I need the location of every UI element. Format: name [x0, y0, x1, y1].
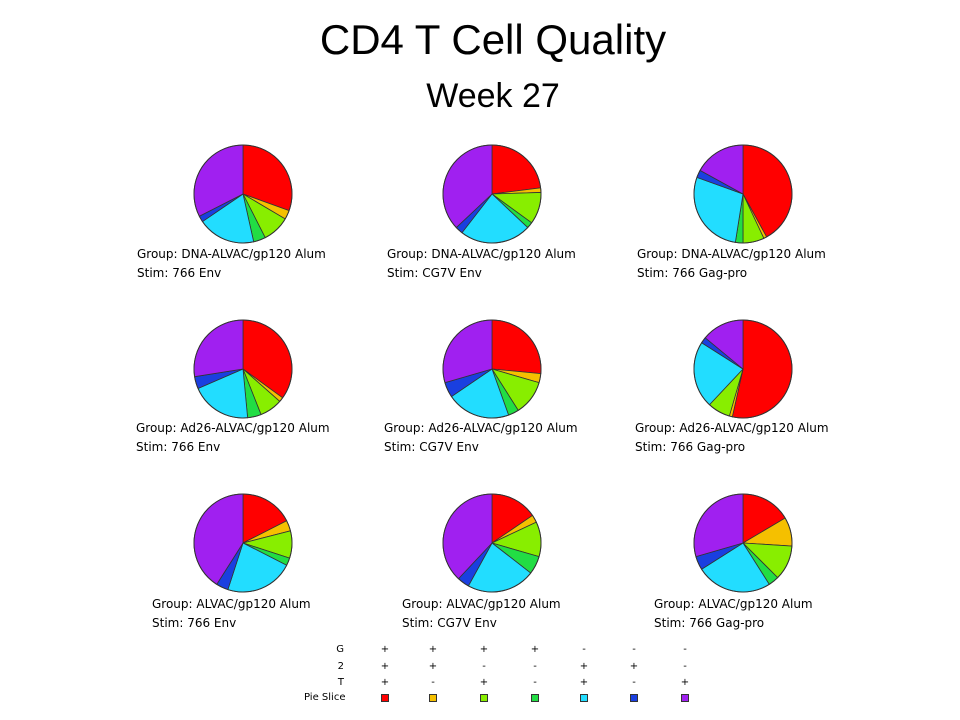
legend-t-col-2: - [431, 677, 435, 688]
legend-t-col-5: + [579, 677, 589, 688]
pie-2 [442, 144, 542, 244]
legend-il2-col-7: - [683, 661, 687, 672]
pie-6-outline [693, 319, 793, 419]
legend-t-col-3: + [479, 677, 489, 688]
pie-3-stim-label: Stim: 766 Gag-pro [637, 266, 748, 280]
pie-6-group-label: Group: Ad26-ALVAC/gp120 Alum [635, 421, 829, 435]
pie-2-slice-1 [491, 144, 542, 195]
legend-il2-col-6: + [629, 661, 639, 672]
pie-7-outline [193, 493, 293, 593]
legend-swatch-7 [681, 694, 689, 702]
pie-3-group-label: Group: DNA-ALVAC/gp120 Alum [637, 247, 826, 261]
legend-swatch-4 [531, 694, 539, 702]
legend-g-col-6: - [632, 644, 636, 655]
pie-4-stim-label: Stim: 766 Env [136, 440, 221, 454]
legend-il2-col-2: + [428, 661, 438, 672]
chart-title: CD4 T Cell Quality [319, 16, 667, 63]
pie-7-stim-label: Stim: 766 Env [152, 616, 237, 630]
legend-g-col-3: + [479, 644, 489, 655]
pie-6 [693, 319, 793, 419]
legend-row-label-3: T [337, 677, 344, 688]
legend-il2-col-5: + [579, 661, 589, 672]
legend-g-col-7: - [683, 644, 687, 655]
legend-t-col-1: + [380, 677, 390, 688]
pie-1 [193, 144, 293, 244]
pie-7-group-label: Group: ALVAC/gp120 Alum [152, 597, 311, 611]
legend-swatch-2 [429, 694, 437, 702]
pie-4-slice-7 [193, 319, 244, 378]
legend-g-col-1: + [380, 644, 390, 655]
pie-5-outline [442, 319, 542, 419]
pie-8-group-label: Group: ALVAC/gp120 Alum [402, 597, 561, 611]
legend-il2-col-3: - [482, 661, 486, 672]
legend-row-label-4: Pie Slice [304, 692, 346, 703]
pie-4-outline [193, 319, 293, 419]
pie-9 [693, 493, 793, 593]
pie-9-group-label: Group: ALVAC/gp120 Alum [654, 597, 813, 611]
legend-il2-col-4: - [533, 661, 537, 672]
legend-row-label-1: G [336, 644, 344, 655]
legend-swatch-6 [630, 694, 638, 702]
pie-1-group-label: Group: DNA-ALVAC/gp120 Alum [137, 247, 326, 261]
legend-t-col-4: - [533, 677, 537, 688]
legend-g-col-2: + [428, 644, 438, 655]
pie-8 [442, 493, 542, 593]
pie-1-stim-label: Stim: 766 Env [137, 266, 222, 280]
pie-8-stim-label: Stim: CG7V Env [402, 616, 497, 630]
pie-3 [693, 144, 793, 244]
pie-6-stim-label: Stim: 766 Gag-pro [635, 440, 746, 454]
legend-g-col-5: - [582, 644, 586, 655]
legend-swatch-5 [580, 694, 588, 702]
legend-row-label-2: 2 [337, 661, 344, 672]
pie-3-outline [693, 144, 793, 244]
pie-7 [193, 493, 293, 593]
pie-9-stim-label: Stim: 766 Gag-pro [654, 616, 765, 630]
legend-il2-col-1: + [380, 661, 390, 672]
pie-5-stim-label: Stim: CG7V Env [384, 440, 479, 454]
pie-1-outline [193, 144, 293, 244]
pie-2-outline [442, 144, 542, 244]
legend-t-col-7: + [680, 677, 690, 688]
legend-swatch-1 [381, 694, 389, 702]
pie-2-stim-label: Stim: CG7V Env [387, 266, 482, 280]
legend-t-col-6: - [632, 677, 636, 688]
pie-8-outline [442, 493, 542, 593]
pie-5-slice-1 [491, 319, 542, 375]
legend-g-col-4: + [530, 644, 540, 655]
chart-subtitle: Week 27 [426, 77, 560, 115]
legend-swatch-3 [480, 694, 488, 702]
pie-4-group-label: Group: Ad26-ALVAC/gp120 Alum [136, 421, 330, 435]
pie-5-group-label: Group: Ad26-ALVAC/gp120 Alum [384, 421, 578, 435]
pie-4 [193, 319, 293, 419]
pie-2-group-label: Group: DNA-ALVAC/gp120 Alum [387, 247, 576, 261]
pie-5 [442, 319, 542, 419]
pie-9-outline [693, 493, 793, 593]
